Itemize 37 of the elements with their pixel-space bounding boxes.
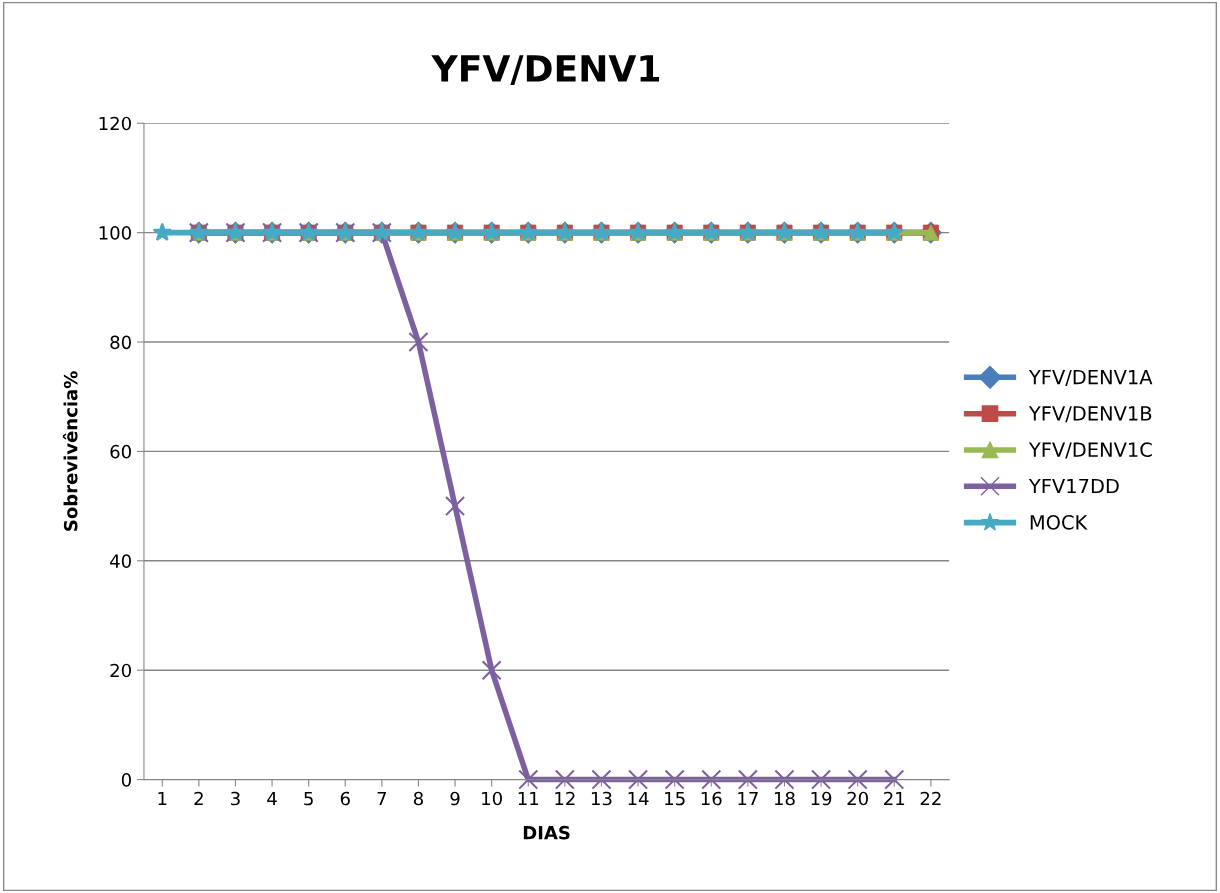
x-tick-label: 19: [811, 791, 832, 806]
x-tick-label: 12: [555, 791, 575, 806]
x-tick-label: 17: [738, 791, 758, 806]
y-tick-label: 60: [110, 444, 131, 459]
x-tick-label: 6: [340, 791, 350, 806]
x-tick-label: 11: [518, 791, 539, 806]
x-axis-title: DIAS: [523, 825, 570, 840]
y-tick-label: 80: [110, 335, 131, 350]
legend-label: YFV17DD: [1028, 478, 1119, 494]
legend-label: YFV/DENV1A: [1028, 369, 1153, 386]
y-axis-title: Sobrevivência%: [62, 371, 78, 531]
legend-label: YFV/DENV1C: [1028, 442, 1152, 459]
y-tick-label: 20: [110, 663, 131, 678]
x-tick-label: 7: [377, 791, 387, 806]
x-tick-label: 4: [267, 791, 277, 806]
y-tick-label: 100: [99, 226, 131, 240]
x-tick-label: 3: [231, 791, 240, 806]
y-tick-label: 40: [110, 554, 131, 568]
x-tick-label: 21: [884, 791, 905, 806]
x-tick-label: 8: [413, 791, 423, 806]
legend-label: YFV/DENV1B: [1028, 406, 1152, 423]
x-tick-label: 1: [158, 791, 167, 806]
x-tick-label: 14: [628, 791, 649, 806]
x-tick-label: 15: [665, 791, 685, 806]
x-tick-label: 2: [194, 791, 203, 806]
x-tick-label: 20: [847, 791, 868, 806]
legend-label: MOCK: [1030, 514, 1088, 530]
x-tick-label: 10: [482, 791, 502, 806]
y-tick-label: 120: [99, 116, 131, 131]
x-tick-label: 9: [450, 791, 460, 806]
x-tick-label: 18: [774, 791, 795, 806]
x-tick-label: 5: [304, 791, 313, 806]
chart-title: YFV/DENV1: [431, 55, 660, 85]
x-tick-label: 22: [920, 791, 941, 806]
x-tick-label: 16: [701, 791, 722, 806]
y-tick-label: 0: [121, 773, 131, 787]
x-tick-label: 13: [591, 791, 612, 806]
